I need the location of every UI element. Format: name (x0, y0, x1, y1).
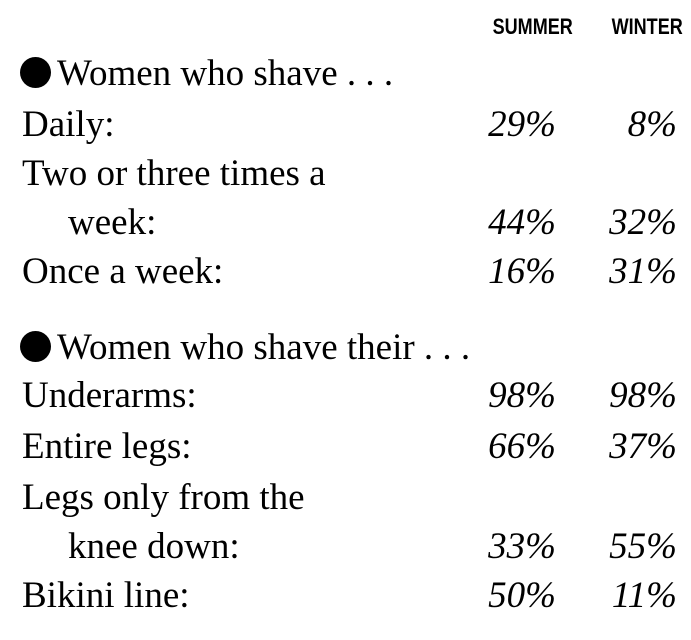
section-title-frequency: Women who shave . . . (20, 54, 393, 94)
winter-value: 11% (611, 575, 677, 616)
winter-value: 31% (609, 251, 677, 292)
section-title-areas: Women who shave their . . . (20, 328, 470, 368)
table-row: Entire legs: 66% 37% (0, 425, 691, 473)
bullet-icon (20, 331, 51, 362)
row-label: Underarms: (22, 375, 197, 416)
summer-value: 16% (488, 251, 556, 292)
row-label: Once a week: (22, 251, 224, 292)
row-label: Legs only from the (22, 477, 305, 518)
table-row: knee down: 33% 55% (0, 525, 691, 573)
winter-value: 55% (609, 526, 677, 567)
column-header-summer: SUMMER (492, 14, 573, 39)
table-row: Underarms: 98% 98% (0, 374, 691, 422)
winter-value: 37% (609, 426, 677, 467)
row-label: knee down: (68, 526, 240, 567)
summer-value: 50% (488, 575, 556, 616)
summer-value: 44% (488, 202, 556, 243)
table-row: Daily: 29% 8% (0, 103, 691, 151)
winter-value: 8% (627, 104, 677, 145)
section-title-text: Women who shave their . . . (57, 327, 471, 368)
summer-value: 66% (488, 426, 556, 467)
table-row: Legs only from the (0, 476, 691, 524)
winter-value: 98% (609, 375, 677, 416)
bullet-icon (20, 57, 51, 88)
summer-value: 33% (488, 526, 556, 567)
row-label: Entire legs: (22, 426, 192, 467)
summer-value: 29% (488, 104, 556, 145)
summer-value: 98% (488, 375, 556, 416)
winter-value: 32% (609, 202, 677, 243)
column-header-winter: WINTER (611, 14, 683, 39)
table-row: Two or three times a (0, 152, 691, 200)
row-label: Daily: (22, 104, 115, 145)
row-label: Two or three times a (22, 153, 326, 194)
section-title-text: Women who shave . . . (57, 53, 394, 94)
row-label: Bikini line: (22, 575, 190, 616)
table-row: Bikini line: 50% 11% (0, 574, 691, 622)
row-label: week: (68, 202, 157, 243)
table-row: Once a week: 16% 31% (0, 250, 691, 298)
table-row: week: 44% 32% (0, 201, 691, 249)
